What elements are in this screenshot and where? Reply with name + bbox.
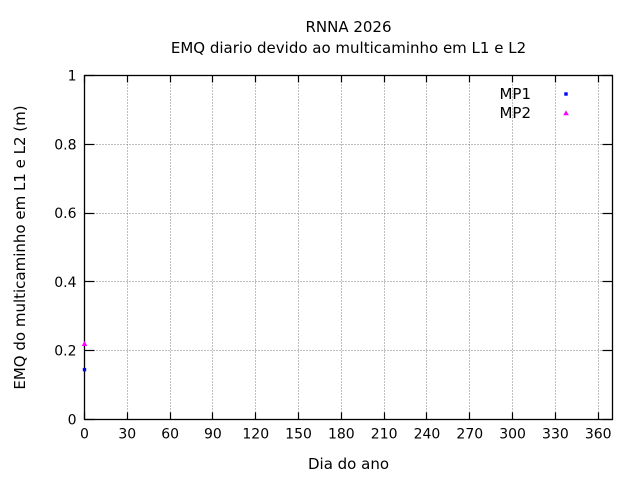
y-tick-label: 0.2 (54, 344, 76, 360)
x-tick-label: 300 (499, 427, 526, 443)
x-tick-label: 120 (242, 427, 269, 443)
y-tick-label: 0.6 (54, 206, 76, 222)
x-tick-label: 360 (585, 427, 612, 443)
plot-area: 0 30 60 90 120 150 180 210 240 270 300 330 360 0 0.2 0.… (54, 69, 614, 443)
x-tick-label: 210 (371, 427, 398, 443)
x-tick-label: 150 (285, 427, 312, 443)
chart-title: RNNA 2026 (305, 18, 391, 36)
chart-subtitle: EMQ diario devido ao multicaminho em L1 … (171, 39, 526, 57)
x-tick-label: 0 (80, 427, 89, 443)
x-tick-label: 240 (414, 427, 441, 443)
plot-border (83, 74, 614, 421)
x-tick-label: 30 (118, 427, 136, 443)
y-tick-label: 0.4 (54, 275, 76, 291)
legend-marker-mp2 (563, 110, 569, 116)
legend-label-mp1: MP1 (499, 85, 531, 103)
y-tick-label: 0 (68, 413, 77, 429)
data-point-mp1 (82, 367, 87, 372)
legend-label-mp2: MP2 (499, 104, 531, 122)
y-tick-label: 1 (68, 69, 77, 85)
x-tick-label: 60 (161, 427, 179, 443)
y-tick-label: 0.8 (54, 137, 76, 153)
x-tick-label: 270 (456, 427, 483, 443)
x-tick-label: 90 (204, 427, 222, 443)
legend-marker-mp1 (564, 92, 568, 96)
x-tick-label: 330 (542, 427, 569, 443)
x-tick-label: 180 (328, 427, 355, 443)
x-axis-label: Dia do ano (308, 455, 389, 473)
y-axis-label: EMQ do multicaminho em L1 e L2 (m) (11, 105, 29, 389)
data-point-mp2 (81, 341, 88, 347)
